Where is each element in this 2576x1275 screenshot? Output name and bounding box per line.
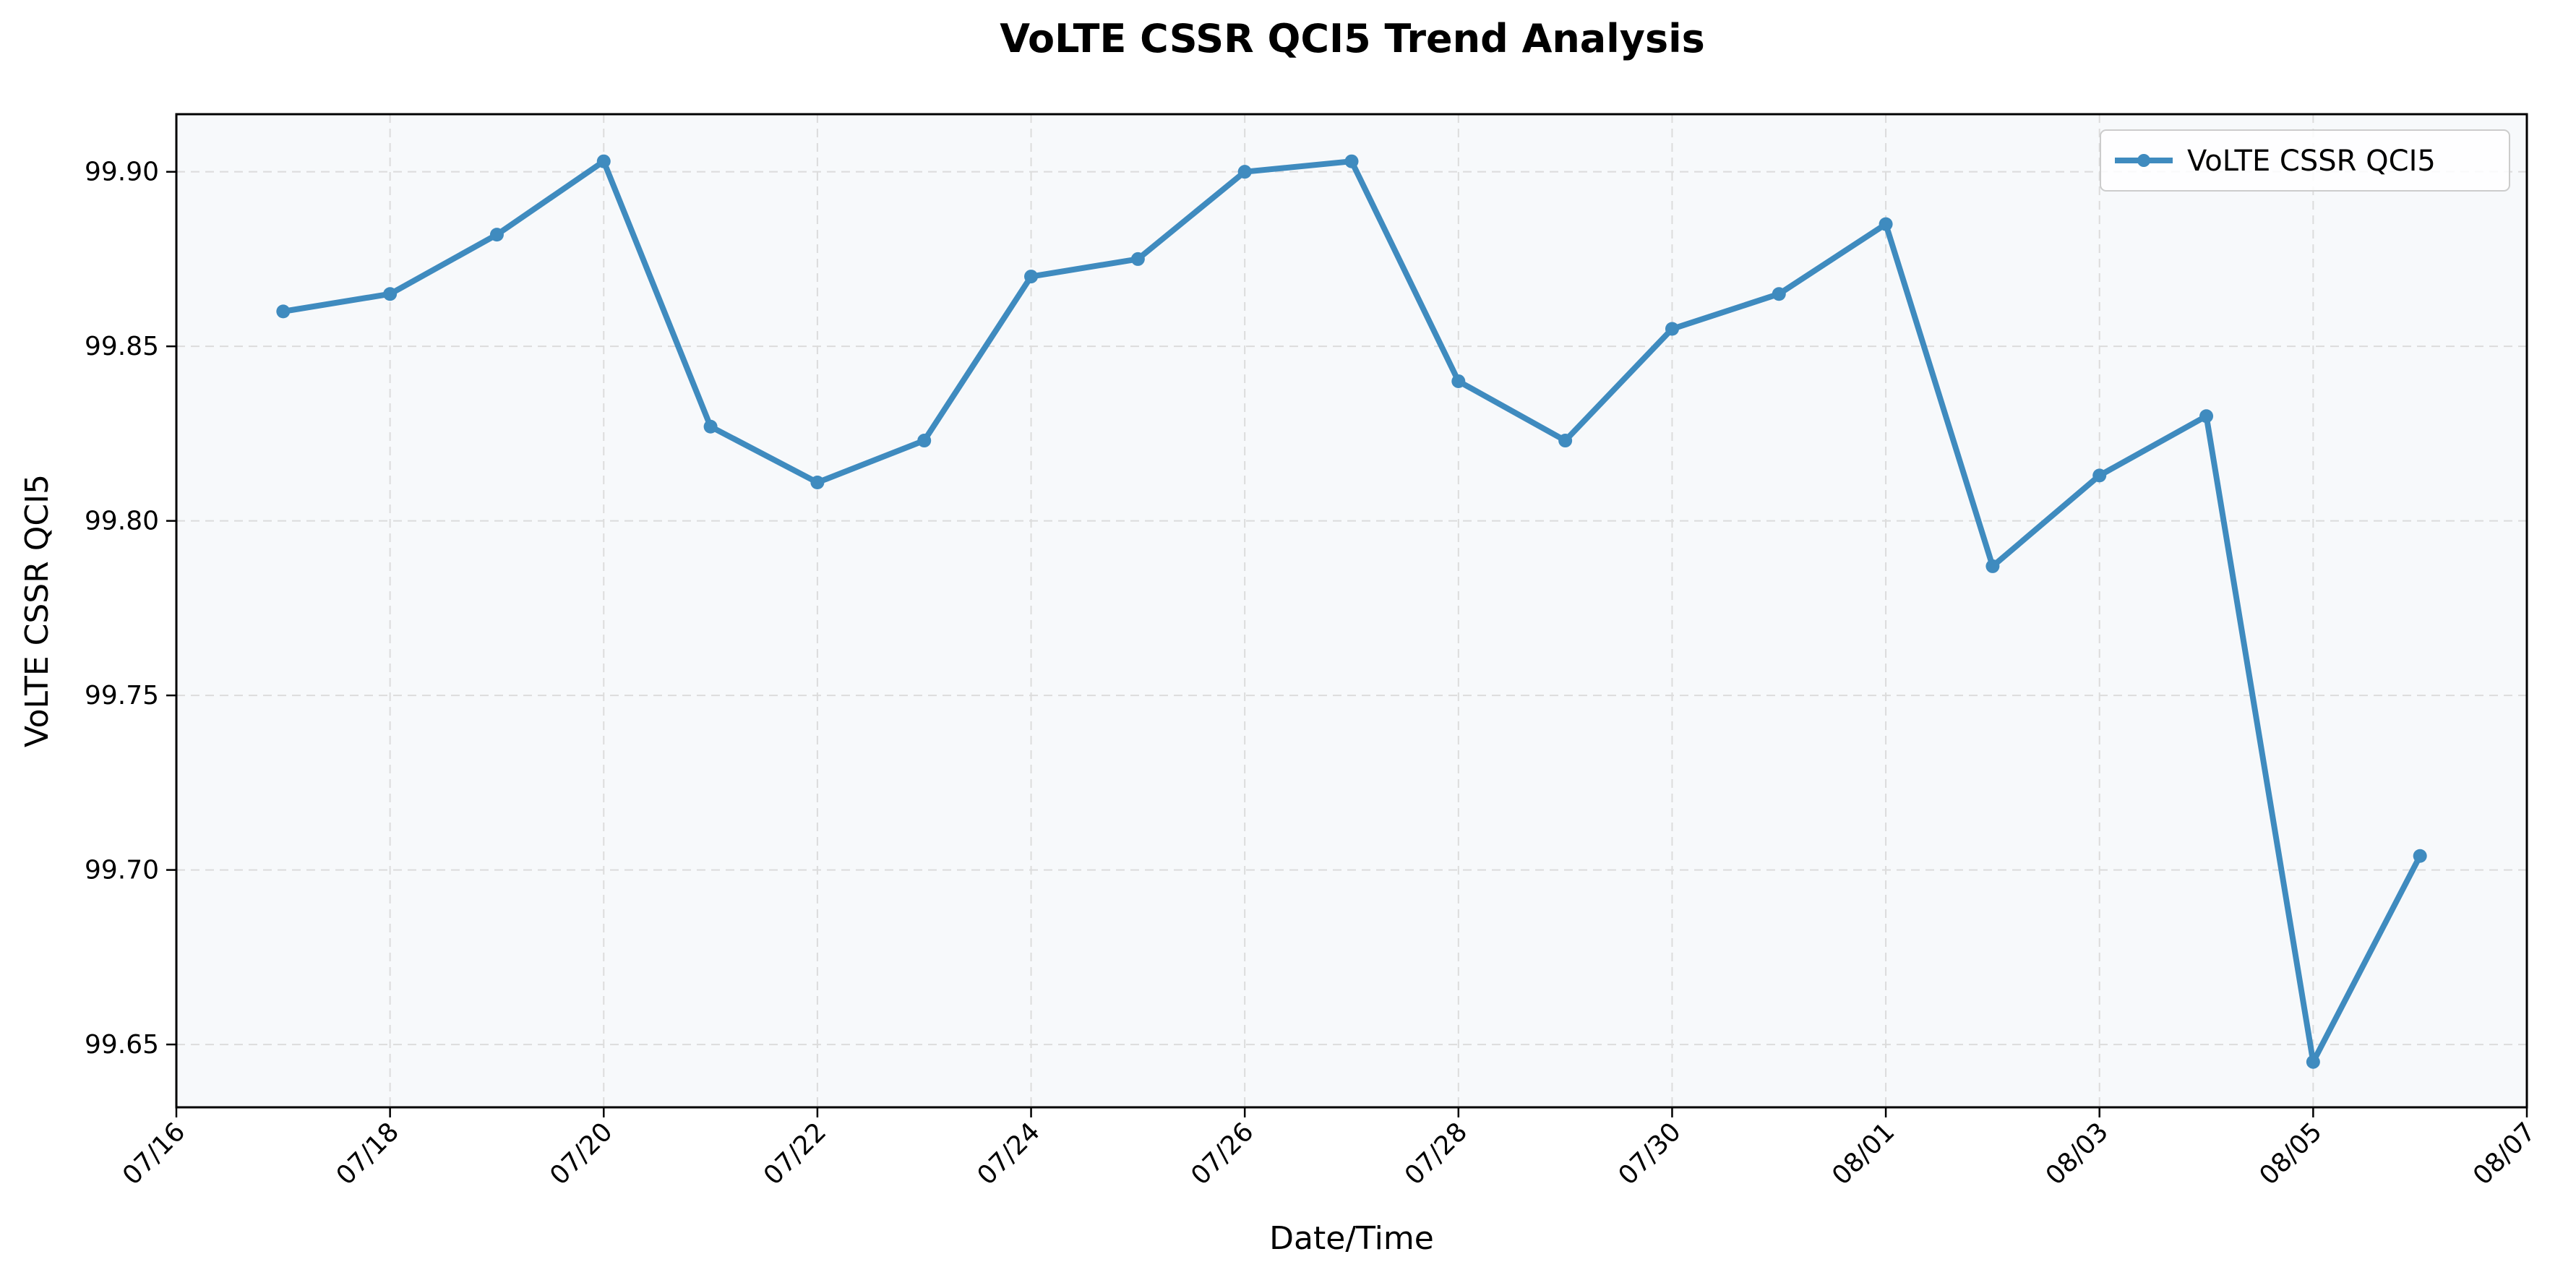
x-tick-label: 07/18 [331, 1117, 405, 1190]
series-layer [276, 154, 2427, 1069]
data-point [276, 304, 291, 319]
y-axis-label: VoLTE CSSR QCI5 [19, 474, 56, 747]
data-point [1237, 165, 1252, 179]
y-tick-label: 99.90 [85, 158, 159, 187]
data-point [1451, 374, 1466, 388]
x-tick-label: 07/20 [544, 1117, 618, 1190]
x-tick-label: 07/28 [1399, 1117, 1473, 1190]
y-tick-label: 99.65 [85, 1030, 159, 1060]
legend: VoLTE CSSR QCI5 [2100, 129, 2510, 192]
data-point [1024, 270, 1039, 284]
x-tick-label: 07/22 [758, 1117, 832, 1190]
data-point [917, 434, 932, 448]
data-point [383, 287, 398, 301]
x-tick-label: 07/26 [1185, 1117, 1259, 1190]
data-point [1772, 287, 1786, 301]
data-point [2413, 849, 2427, 863]
y-tick-label: 99.80 [85, 507, 159, 536]
y-tick-label: 99.75 [85, 681, 159, 711]
x-tick-label: 07/24 [972, 1117, 1046, 1190]
data-point [1665, 322, 1679, 336]
data-point [810, 476, 825, 490]
data-point [1130, 252, 1145, 266]
data-point [2092, 468, 2107, 483]
x-tick-label: 07/16 [117, 1117, 191, 1190]
x-tick-label: 08/07 [2468, 1117, 2541, 1190]
chart-title: VoLTE CSSR QCI5 Trend Analysis [1000, 16, 1705, 61]
data-point [1985, 559, 2000, 573]
data-point [596, 154, 611, 168]
data-point [2306, 1055, 2320, 1069]
data-point [1344, 154, 1359, 168]
data-point [1879, 217, 1893, 231]
x-tick-label: 08/03 [2040, 1117, 2114, 1190]
legend-marker [2137, 154, 2150, 167]
legend-entry-volte-cssr-qci5: VoLTE CSSR QCI5 [2187, 145, 2436, 178]
x-tick-label: 07/30 [1613, 1117, 1686, 1190]
x-axis-label: Date/Time [1269, 1220, 1434, 1257]
data-point [1558, 434, 1573, 448]
x-tick-label: 08/01 [1826, 1117, 1900, 1190]
plot-frame [175, 113, 2528, 1109]
data-point [2199, 409, 2214, 424]
data-point [489, 228, 504, 242]
y-tick-label: 99.70 [85, 856, 159, 885]
legend-box [2100, 129, 2510, 192]
data-point [703, 419, 718, 434]
x-tick-label: 08/05 [2254, 1117, 2327, 1190]
plot-area [176, 114, 2527, 1107]
y-tick-label: 99.85 [85, 332, 159, 361]
